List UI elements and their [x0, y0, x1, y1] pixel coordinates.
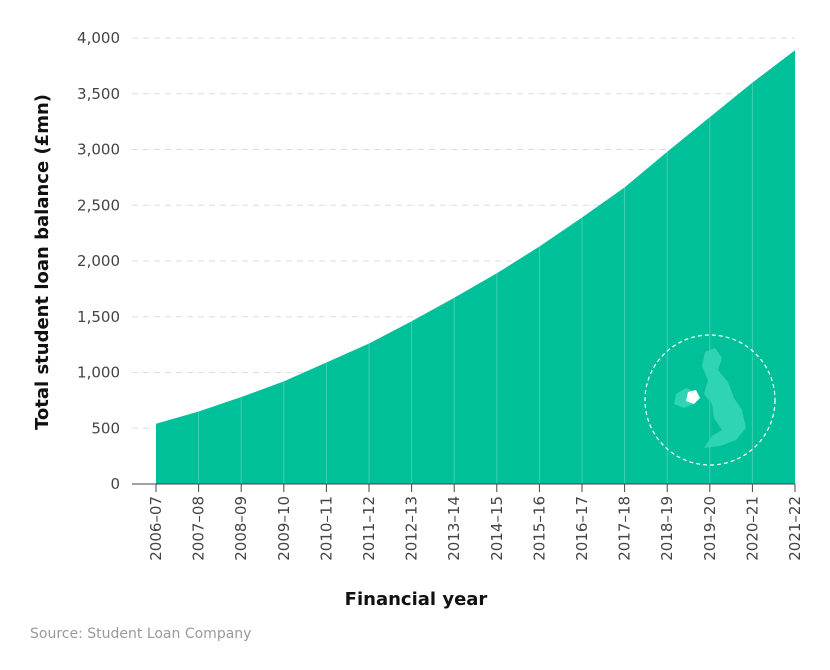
x-tick-label: 2009–10	[275, 496, 293, 561]
y-tick-label: 500	[91, 419, 120, 437]
x-tick-label: 2010–11	[317, 496, 335, 561]
y-tick-label: 0	[110, 475, 120, 493]
y-tick-label: 1,000	[77, 364, 120, 382]
y-tick-label: 1,500	[77, 308, 120, 326]
y-tick-label: 3,000	[77, 141, 120, 159]
x-tick-label: 2019–20	[701, 496, 719, 561]
y-tick-label: 4,000	[77, 29, 120, 47]
map-britain	[702, 348, 746, 448]
x-tick-label: 2011–12	[360, 496, 378, 561]
x-axis-title: Financial year	[345, 589, 488, 610]
y-tick-label: 2,000	[77, 252, 120, 270]
map-inset	[644, 334, 776, 466]
area	[156, 50, 795, 484]
map-ni	[686, 390, 700, 404]
x-tick-label: 2006–07	[147, 496, 165, 561]
x-tick-label: 2012–13	[403, 496, 421, 561]
x-tick-label: 2014–15	[488, 496, 506, 561]
x-tick-label: 2017–18	[616, 496, 634, 561]
x-tick-label: 2021–22	[786, 496, 804, 561]
y-tick-label: 2,500	[77, 196, 120, 214]
x-tick-label: 2018–19	[658, 496, 676, 561]
x-tick-label: 2008–09	[232, 496, 250, 561]
y-axis-title: Total student loan balance (£mn)	[32, 94, 53, 430]
x-tick-label: 2016–17	[573, 496, 591, 561]
x-tick-label: 2007–08	[190, 496, 208, 561]
inset-circle	[644, 334, 776, 466]
plot: 0 500 1,000 1,500 2,000 2,500 3,000 3,500 4,000 2…	[77, 29, 804, 561]
x-tick-label: 2015–16	[530, 496, 548, 561]
x-tick-label: 2020–21	[743, 496, 761, 561]
y-tick-label: 3,500	[77, 85, 120, 103]
source: Source: Student Loan Company	[30, 626, 251, 642]
x-tick-label: 2013–14	[445, 496, 463, 561]
